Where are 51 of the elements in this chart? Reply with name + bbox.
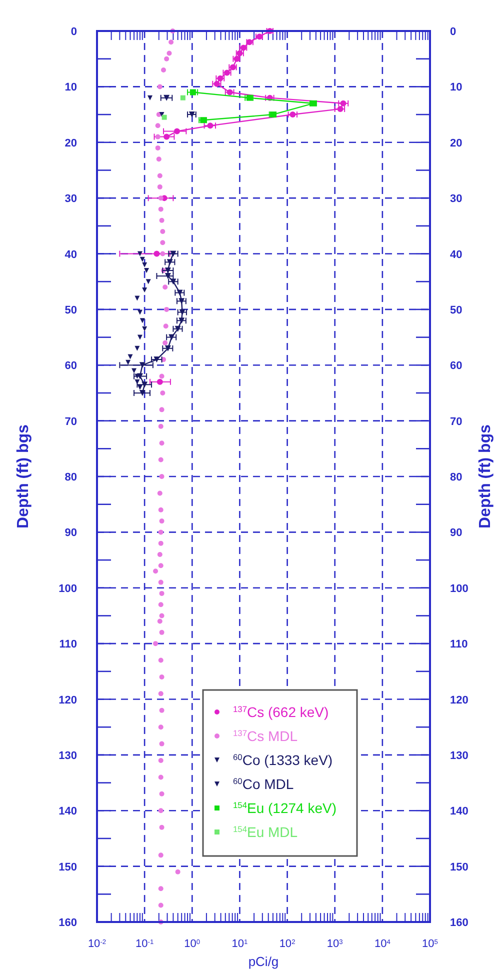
y2-tick-label: 130 <box>450 750 468 762</box>
y2-tick-label: 80 <box>450 472 462 484</box>
y-tick-label: 110 <box>59 638 77 651</box>
x-tick-label: 10$^{2}$ <box>279 938 296 950</box>
y2-tick-label: 60 <box>450 360 462 372</box>
y2-tick-label: 110 <box>450 638 468 651</box>
y2-tick-label: 160 <box>450 917 468 929</box>
y2-tick-label: 100 <box>450 582 468 595</box>
y2-tick-label: 30 <box>450 193 462 206</box>
y-tick-label: 50 <box>64 304 77 316</box>
y-tick-label: 160 <box>58 917 77 929</box>
legend-label: $^{60}$Co MDL <box>233 776 294 792</box>
y2-tick-label: 120 <box>450 694 468 706</box>
y-tick-label: 90 <box>64 527 77 540</box>
x-tick-label: 10$^{3}$ <box>326 938 344 950</box>
x-tick-label: 10$^{-2}$ <box>88 938 106 950</box>
x-tick-label: 10$^{1}$ <box>232 938 248 950</box>
y2-tick-label: 0 <box>450 26 456 38</box>
y2-tick-label: 10 <box>450 82 462 94</box>
y2-tick-label: 40 <box>450 248 462 261</box>
y-tick-label: 130 <box>58 750 77 762</box>
y2-tick-label: 70 <box>450 416 462 428</box>
y-tick-label: 20 <box>64 137 77 150</box>
y2-tick-label: 50 <box>450 304 462 316</box>
y-tick-label: 120 <box>58 694 77 706</box>
legend-label: $^{154}$Eu MDL <box>233 824 298 840</box>
legend-label: $^{60}$Co (1333 keV) <box>233 752 333 768</box>
y2-tick-label: 20 <box>450 137 462 150</box>
y-tick-label: 140 <box>58 806 77 818</box>
legend-label: $^{154}$Eu (1274 keV) <box>233 800 336 816</box>
y2-tick-label: 150 <box>450 861 468 874</box>
y-tick-label: 10 <box>64 82 77 94</box>
y-tick-label: 100 <box>58 582 77 595</box>
y-axis-title: Depth (ft) bgs <box>15 424 32 528</box>
y-tick-label: 70 <box>64 416 77 428</box>
y-tick-label: 40 <box>64 248 77 261</box>
x-tick-label: 10$^{5}$ <box>422 938 438 950</box>
y2-tick-label: 140 <box>450 806 468 818</box>
y2-axis-title: Depth (ft) bgs <box>477 424 494 528</box>
legend-label: $^{137}$Cs (662 keV) <box>233 704 329 720</box>
x-axis-title: pCi/g <box>248 954 279 969</box>
y2-tick-label: 90 <box>450 527 462 540</box>
y-tick-label: 80 <box>64 472 77 484</box>
y-tick-label: 0 <box>70 26 77 38</box>
legend-label: $^{137}$Cs MDL <box>233 728 298 744</box>
x-tick-label: 10$^{0}$ <box>184 938 200 950</box>
y-tick-label: 150 <box>58 861 77 874</box>
y-tick-label: 30 <box>64 193 77 206</box>
x-tick-label: 10$^{-1}$ <box>136 938 154 950</box>
y-tick-label: 60 <box>64 360 77 372</box>
x-tick-label: 10$^{4}$ <box>374 938 391 950</box>
